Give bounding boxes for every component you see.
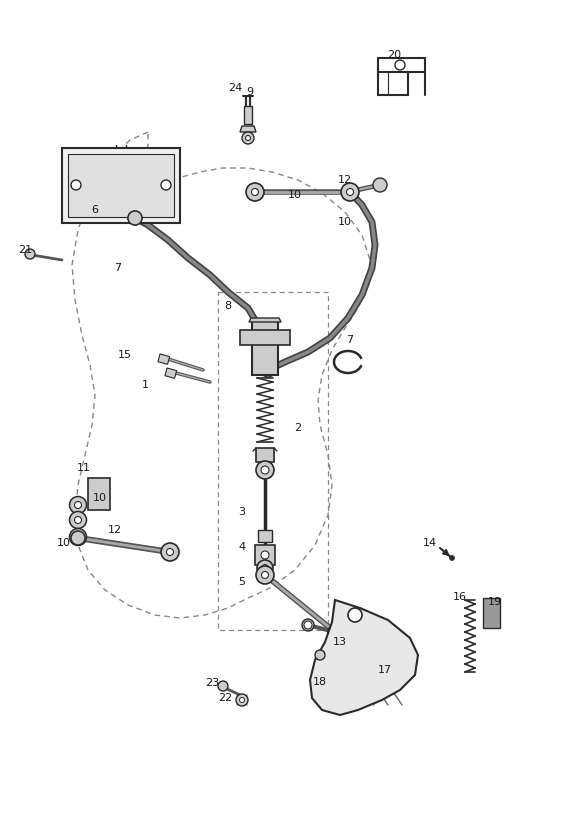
- Bar: [256, 448, 274, 462]
- Bar: [252, 320, 278, 375]
- Text: 1: 1: [142, 380, 149, 390]
- Circle shape: [261, 551, 269, 559]
- Text: 22: 22: [218, 693, 232, 703]
- Polygon shape: [310, 600, 418, 715]
- Bar: [68, 154, 174, 217]
- Bar: [255, 545, 275, 565]
- Text: 23: 23: [205, 678, 219, 688]
- Circle shape: [75, 517, 82, 523]
- Circle shape: [261, 466, 269, 474]
- Circle shape: [328, 625, 342, 639]
- Text: 20: 20: [387, 50, 401, 60]
- Circle shape: [265, 367, 271, 373]
- Circle shape: [71, 531, 85, 545]
- Polygon shape: [249, 318, 281, 322]
- Circle shape: [304, 621, 312, 629]
- Text: 10: 10: [93, 493, 107, 503]
- Circle shape: [236, 694, 248, 706]
- Text: 5: 5: [238, 577, 245, 587]
- Circle shape: [75, 533, 82, 541]
- Text: 9: 9: [247, 87, 254, 97]
- Circle shape: [261, 363, 275, 377]
- Text: 2: 2: [294, 423, 301, 433]
- Circle shape: [332, 629, 338, 635]
- Circle shape: [341, 183, 359, 201]
- Circle shape: [348, 608, 362, 622]
- Text: 10: 10: [338, 217, 352, 227]
- Text: 11: 11: [77, 463, 91, 473]
- Text: 7: 7: [346, 335, 353, 345]
- Circle shape: [218, 681, 228, 691]
- Circle shape: [257, 560, 273, 576]
- Text: 17: 17: [378, 665, 392, 675]
- Polygon shape: [240, 126, 256, 132]
- Circle shape: [256, 461, 274, 479]
- Text: 10: 10: [288, 190, 302, 200]
- Circle shape: [161, 543, 179, 561]
- Circle shape: [75, 502, 82, 508]
- Polygon shape: [483, 598, 500, 628]
- Text: 6: 6: [92, 205, 99, 215]
- Text: 18: 18: [313, 677, 327, 687]
- Bar: [158, 354, 170, 364]
- Circle shape: [69, 497, 86, 513]
- Circle shape: [251, 189, 258, 195]
- Text: 14: 14: [423, 538, 437, 548]
- Bar: [62, 148, 180, 223]
- Bar: [258, 530, 272, 542]
- Circle shape: [315, 650, 325, 660]
- Text: 12: 12: [108, 525, 122, 535]
- Bar: [244, 106, 252, 124]
- Text: 21: 21: [18, 245, 32, 255]
- Text: 3: 3: [238, 507, 245, 517]
- Bar: [165, 368, 177, 378]
- Circle shape: [302, 619, 314, 631]
- Text: 19: 19: [488, 597, 502, 607]
- Circle shape: [69, 512, 86, 528]
- Circle shape: [262, 564, 269, 572]
- Text: 15: 15: [118, 350, 132, 360]
- Circle shape: [71, 180, 81, 190]
- Circle shape: [245, 135, 251, 141]
- Circle shape: [346, 189, 353, 195]
- Circle shape: [128, 211, 142, 225]
- Circle shape: [128, 211, 142, 225]
- Bar: [88, 478, 110, 510]
- Circle shape: [25, 249, 35, 259]
- Text: 13: 13: [333, 637, 347, 647]
- Text: 10: 10: [57, 538, 71, 548]
- Circle shape: [240, 697, 244, 703]
- Text: 4: 4: [238, 542, 245, 552]
- Circle shape: [449, 555, 455, 560]
- Text: 7: 7: [114, 263, 122, 273]
- Bar: [240, 330, 290, 345]
- Text: 16: 16: [453, 592, 467, 602]
- Text: 8: 8: [224, 301, 231, 311]
- Text: 24: 24: [228, 83, 242, 93]
- Circle shape: [373, 178, 387, 192]
- Circle shape: [262, 572, 269, 578]
- Circle shape: [246, 183, 264, 201]
- Text: 12: 12: [338, 175, 352, 185]
- Circle shape: [69, 528, 86, 545]
- Circle shape: [256, 566, 274, 584]
- Circle shape: [132, 215, 138, 221]
- Circle shape: [395, 60, 405, 70]
- Circle shape: [167, 549, 174, 555]
- Circle shape: [242, 132, 254, 144]
- Circle shape: [161, 180, 171, 190]
